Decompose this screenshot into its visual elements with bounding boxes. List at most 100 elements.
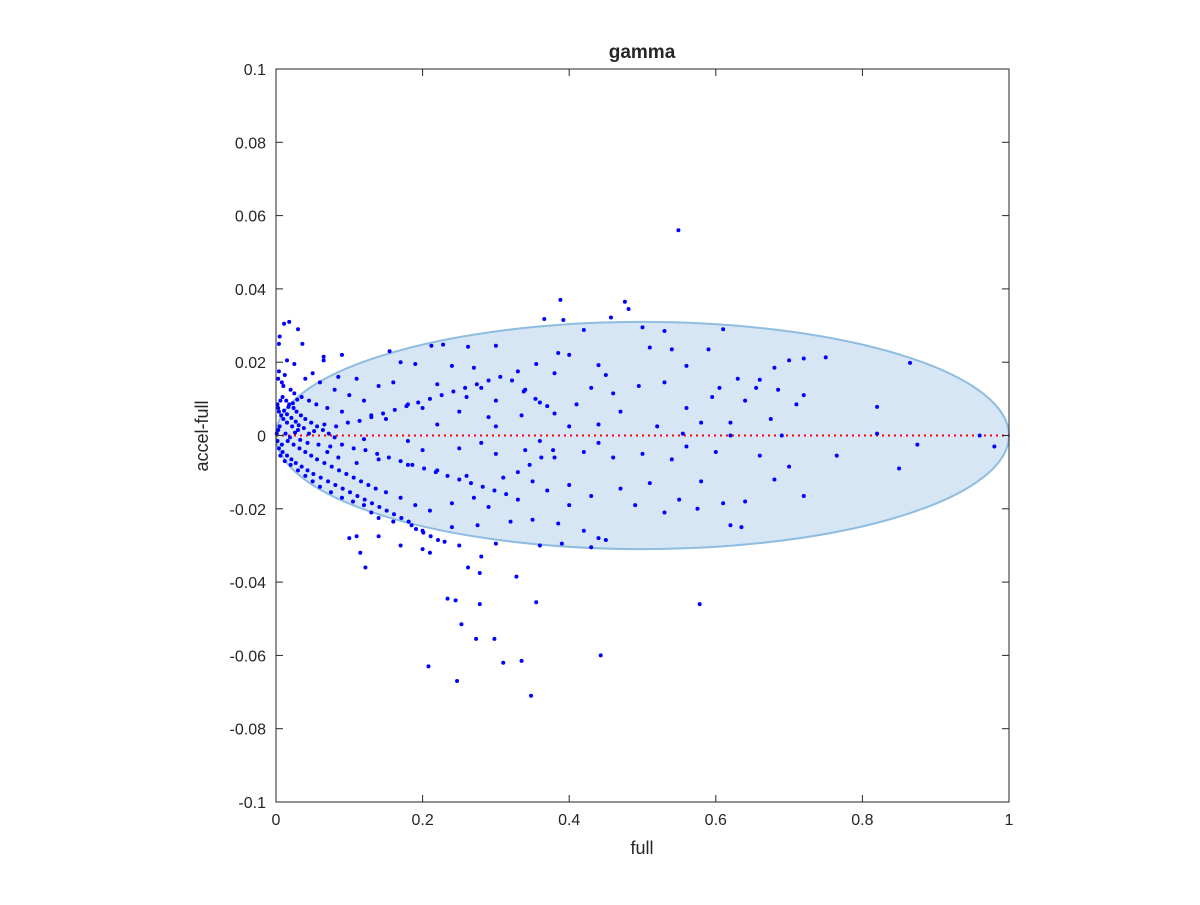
data-point	[339, 409, 344, 414]
data-point	[474, 382, 479, 387]
data-point	[533, 396, 538, 401]
data-point	[354, 534, 359, 539]
data-point	[589, 545, 594, 550]
data-point	[398, 543, 403, 548]
data-point	[647, 345, 652, 350]
data-point	[288, 387, 293, 392]
data-point	[363, 565, 368, 570]
data-point	[721, 501, 726, 506]
data-point	[477, 602, 482, 607]
data-point	[357, 418, 362, 423]
data-point	[276, 369, 281, 374]
data-point	[463, 385, 468, 390]
data-point	[787, 358, 792, 363]
data-point	[739, 525, 744, 530]
data-point	[501, 475, 506, 480]
x-axis-label: full	[630, 838, 653, 858]
data-point	[333, 482, 338, 487]
data-point	[794, 402, 799, 407]
data-point	[276, 446, 281, 451]
data-point	[316, 442, 321, 447]
data-point	[281, 384, 286, 389]
data-point	[373, 486, 378, 491]
data-point	[290, 401, 295, 406]
data-point	[477, 570, 482, 575]
data-point	[377, 504, 382, 509]
data-point	[284, 398, 289, 403]
data-point	[299, 464, 304, 469]
data-point	[779, 433, 784, 438]
data-point	[515, 369, 520, 374]
data-point	[298, 437, 303, 442]
data-point	[567, 482, 572, 487]
data-point	[598, 653, 603, 658]
data-point	[596, 422, 601, 427]
data-point	[471, 365, 476, 370]
data-point	[376, 534, 381, 539]
data-point	[875, 431, 880, 436]
data-point	[640, 451, 645, 456]
data-point	[296, 423, 301, 428]
data-point	[409, 523, 414, 528]
data-point	[608, 315, 613, 320]
data-point	[915, 442, 920, 447]
data-point	[332, 387, 337, 392]
data-point	[801, 493, 806, 498]
data-point	[640, 325, 645, 330]
y-tick-label: -0.02	[230, 502, 267, 519]
data-point	[354, 460, 359, 465]
data-point	[292, 391, 297, 396]
data-point	[515, 470, 520, 475]
data-point	[317, 484, 322, 489]
data-point	[801, 356, 806, 361]
data-point	[276, 406, 281, 411]
data-point	[297, 446, 302, 451]
data-point	[289, 457, 294, 462]
data-point	[581, 327, 586, 332]
data-point	[537, 400, 542, 405]
data-point	[537, 438, 542, 443]
data-point	[347, 536, 352, 541]
data-point	[384, 508, 389, 513]
data-point	[735, 376, 740, 381]
data-point	[293, 460, 298, 465]
data-point	[288, 462, 293, 467]
data-point	[414, 526, 419, 531]
data-point	[295, 428, 300, 433]
data-point	[706, 347, 711, 352]
data-point	[282, 459, 287, 464]
data-point	[317, 380, 322, 385]
data-point	[435, 382, 440, 387]
data-point	[754, 385, 759, 390]
data-point	[310, 371, 315, 376]
data-point	[823, 355, 828, 360]
data-point	[596, 536, 601, 541]
data-point	[713, 449, 718, 454]
data-point	[383, 417, 388, 422]
y-tick-label: 0.1	[244, 62, 266, 79]
data-point	[728, 433, 733, 438]
data-point	[449, 363, 454, 368]
x-tick-label: 0	[272, 812, 281, 829]
data-point	[383, 490, 388, 495]
data-point	[504, 492, 509, 497]
data-point	[479, 554, 484, 559]
data-point	[339, 495, 344, 500]
data-point	[449, 525, 454, 530]
data-point	[375, 451, 380, 456]
data-point	[479, 440, 484, 445]
data-point	[310, 479, 315, 484]
data-point	[303, 473, 308, 478]
data-point	[875, 404, 880, 409]
data-point	[293, 430, 298, 435]
data-point	[336, 374, 341, 379]
data-point	[475, 523, 480, 528]
data-point	[647, 481, 652, 486]
y-tick-label: -0.06	[230, 648, 267, 665]
data-point	[287, 435, 292, 440]
data-point	[669, 457, 674, 462]
data-point	[332, 435, 337, 440]
data-point	[366, 482, 371, 487]
data-point	[510, 378, 515, 383]
